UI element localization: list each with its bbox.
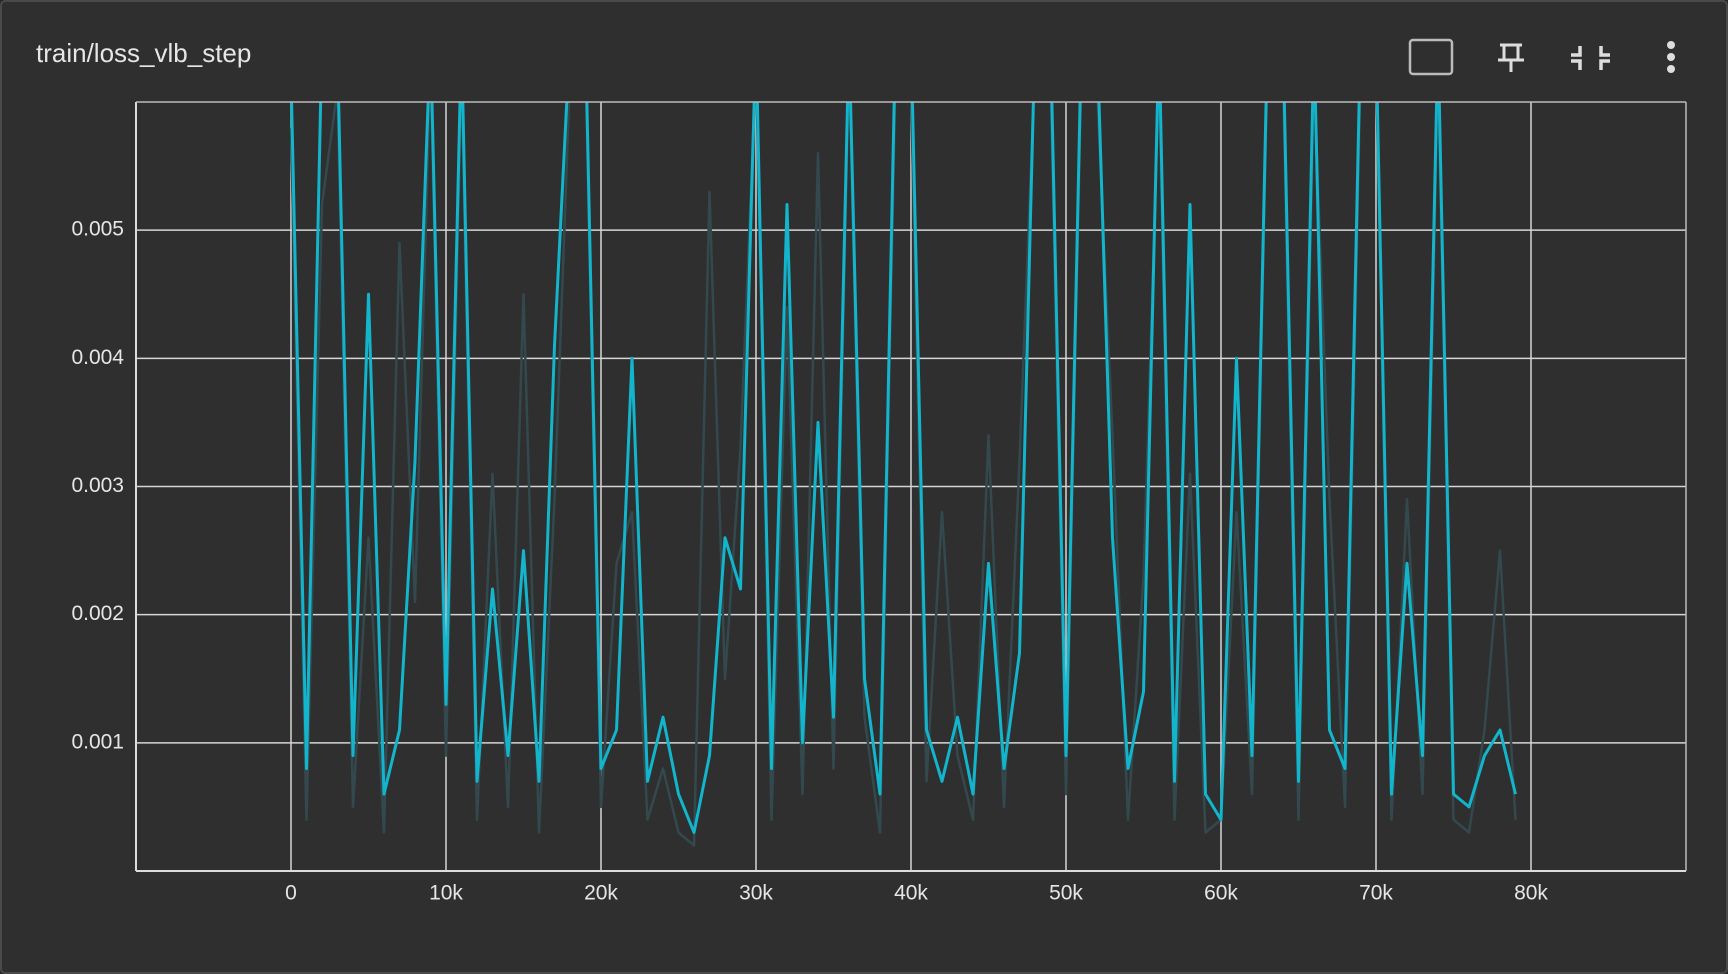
x-tick-label: 10k: [429, 882, 463, 905]
x-tick-label: 70k: [1359, 882, 1393, 905]
x-tick-label: 0: [285, 882, 297, 905]
chart-title: train/loss_vlb_step: [36, 38, 251, 68]
collapse-button[interactable]: [1571, 46, 1610, 70]
more-menu-button[interactable]: [1667, 41, 1675, 73]
plot-area: [289, 102, 1517, 847]
x-tick-label: 30k: [739, 882, 773, 905]
x-tick-label: 60k: [1204, 882, 1238, 905]
x-tick-label: 20k: [584, 882, 618, 905]
x-tick-label: 80k: [1514, 882, 1548, 905]
axes: 0.001 0.002 0.003 0.004 0.005 0 10k 20k 30k 40k 50…: [71, 102, 1686, 905]
series-line: [290, 102, 1517, 834]
pin-button[interactable]: [1498, 43, 1524, 72]
fit-domain-button[interactable]: [1408, 38, 1454, 76]
y-tick-label: 0.005: [71, 218, 124, 241]
y-tick-label: 0.001: [71, 730, 124, 753]
y-tick-label: 0.002: [71, 602, 124, 625]
x-tick-label: 50k: [1049, 882, 1083, 905]
x-tick-label: 40k: [894, 882, 928, 905]
axis-frame: [135, 101, 1687, 872]
y-tick-label: 0.004: [71, 346, 124, 369]
y-tick-label: 0.003: [71, 474, 124, 497]
